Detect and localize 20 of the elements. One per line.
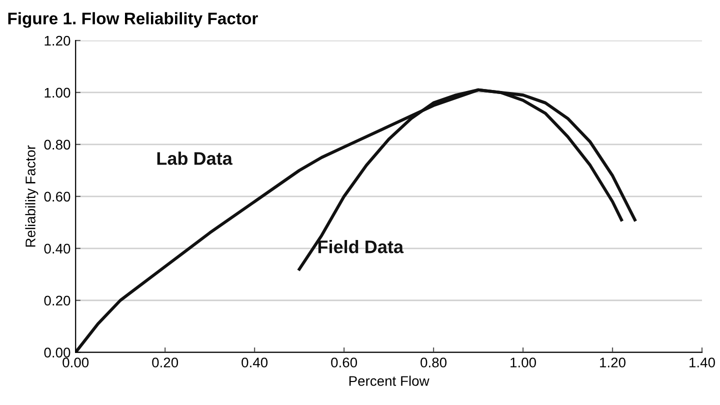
x-tick-label: 1.00 [510, 358, 536, 368]
x-tick-label: 0.00 [62, 358, 89, 368]
x-tick-label: 0.80 [420, 358, 447, 368]
x-tick-label: 0.60 [331, 358, 358, 368]
y-tick-label: 0.60 [44, 192, 70, 202]
y-axis-title: Reliability Factor [25, 145, 38, 247]
x-tick-label: 1.20 [600, 358, 626, 368]
chart-title: Figure 1. Flow Reliability Factor [8, 12, 258, 28]
x-axis-title: Percent Flow [349, 376, 430, 386]
y-tick-label: 0.40 [44, 244, 70, 254]
x-tick-label: 0.40 [242, 358, 268, 368]
x-tick-label: 1.40 [690, 358, 715, 368]
x-tick-label: 0.20 [152, 358, 178, 368]
y-tick-label: 0.20 [44, 296, 70, 306]
series-label: Field Data [318, 240, 404, 254]
y-tick-label: 0.80 [44, 140, 70, 150]
y-tick-label: 1.20 [44, 36, 70, 46]
y-tick-label: 0.00 [44, 348, 70, 358]
y-tick-label: 1.00 [44, 88, 70, 98]
text: Lab Data [157, 152, 233, 165]
